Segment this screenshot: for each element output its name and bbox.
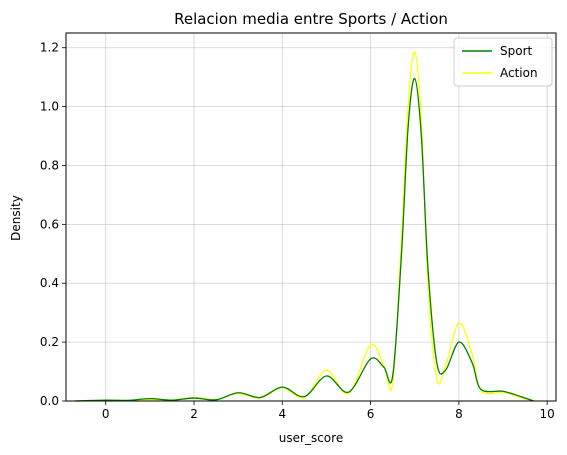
y-tick-label: 0.8	[40, 158, 59, 172]
grid-lines	[66, 33, 556, 402]
x-axis-label: user_score	[279, 431, 343, 445]
series-line-sport	[74, 77, 535, 402]
legend-label-sport: Sport	[500, 44, 533, 58]
y-axis-ticks: 0.0 0.2 0.4 0.6 0.8 1.0 1.2	[40, 41, 66, 408]
y-tick-label: 0.4	[40, 276, 59, 290]
y-axis-label: Density	[9, 195, 23, 241]
y-tick-label: 1.2	[40, 41, 59, 55]
x-tick-label: 2	[190, 407, 198, 421]
x-tick-label: 10	[540, 407, 555, 421]
y-tick-label: 1.0	[40, 100, 59, 114]
y-tick-label: 0.0	[40, 394, 59, 408]
legend-label-action: Action	[500, 66, 538, 80]
y-tick-label: 0.2	[40, 335, 59, 349]
legend-box	[453, 37, 553, 87]
x-tick-label: 0	[102, 407, 110, 421]
y-tick-label: 0.6	[40, 217, 59, 231]
x-tick-label: 6	[367, 407, 375, 421]
plot-frame	[65, 32, 557, 402]
legend: Sport Action	[453, 37, 553, 87]
series-lines	[74, 51, 535, 402]
x-tick-label: 8	[455, 407, 463, 421]
x-axis-ticks: 0 2 4 6 8 10	[102, 401, 555, 421]
x-tick-label: 4	[278, 407, 286, 421]
chart-title: Relacion media entre Sports / Action	[174, 10, 448, 28]
